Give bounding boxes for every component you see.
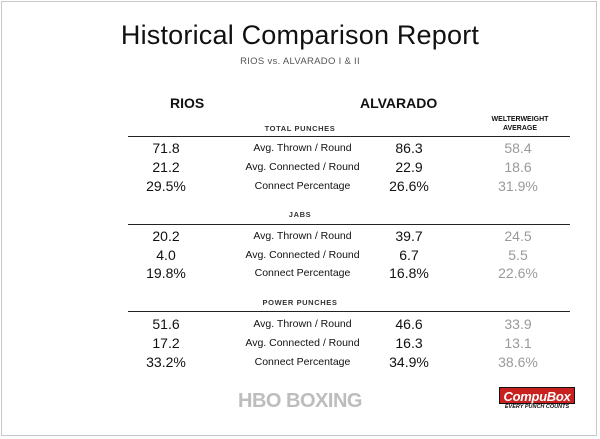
section-label-power-punches: POWER PUNCHES bbox=[262, 298, 338, 307]
compubox-logo: CompuBox EVERY PUNCH COUNTS bbox=[499, 387, 575, 411]
rios-value: 29.5% bbox=[146, 178, 186, 194]
alvarado-value: 16.3 bbox=[395, 335, 423, 351]
metric-label: Avg. Thrown / Round bbox=[253, 230, 352, 242]
table-row: 19.8% Connect Percentage 16.8% 22.6% bbox=[0, 265, 600, 285]
rios-value: 51.6 bbox=[152, 316, 180, 332]
compubox-wordmark: CompuBox bbox=[499, 387, 575, 404]
report-subtitle: RIOS vs. ALVARADO I & II bbox=[240, 56, 360, 67]
rios-value: 33.2% bbox=[146, 354, 186, 370]
metric-label: Avg. Connected / Round bbox=[245, 161, 360, 173]
rios-value: 17.2 bbox=[152, 335, 180, 351]
average-value: 31.9% bbox=[498, 178, 538, 194]
rios-value: 71.8 bbox=[152, 140, 180, 156]
average-value: 58.4 bbox=[504, 140, 532, 156]
compubox-tagline: EVERY PUNCH COUNTS bbox=[504, 404, 570, 410]
average-value: 5.5 bbox=[508, 247, 528, 263]
table-row: 4.0 Avg. Connected / Round 6.7 5.5 bbox=[0, 247, 600, 267]
alvarado-value: 39.7 bbox=[395, 228, 423, 244]
average-value: 38.6% bbox=[498, 354, 538, 370]
alvarado-value: 34.9% bbox=[389, 354, 429, 370]
alvarado-value: 6.7 bbox=[399, 247, 419, 263]
alvarado-value: 86.3 bbox=[395, 140, 423, 156]
table-row: 71.8 Avg. Thrown / Round 86.3 58.4 bbox=[0, 140, 600, 160]
metric-label: Avg. Thrown / Round bbox=[253, 318, 352, 330]
average-value: 18.6 bbox=[504, 159, 532, 175]
average-column-header: WELTERWEIGHT AVERAGE bbox=[480, 115, 560, 133]
rios-value: 4.0 bbox=[156, 247, 176, 263]
metric-label: Connect Percentage bbox=[254, 267, 351, 279]
table-row: 20.2 Avg. Thrown / Round 39.7 24.5 bbox=[0, 228, 600, 248]
section-divider bbox=[128, 224, 570, 225]
rios-value: 20.2 bbox=[152, 228, 180, 244]
metric-label: Connect Percentage bbox=[254, 356, 351, 368]
alvarado-value: 26.6% bbox=[389, 178, 429, 194]
alvarado-value: 16.8% bbox=[389, 265, 429, 281]
section-divider bbox=[128, 136, 570, 137]
average-value: 33.9 bbox=[504, 316, 532, 332]
fighter-right-name: ALVARADO bbox=[360, 95, 438, 111]
average-value: 22.6% bbox=[498, 265, 538, 281]
metric-label: Avg. Thrown / Round bbox=[253, 142, 352, 154]
hbo-boxing-logo: HBO BOXING bbox=[238, 390, 362, 412]
table-row: 17.2 Avg. Connected / Round 16.3 13.1 bbox=[0, 335, 600, 355]
table-row: 21.2 Avg. Connected / Round 22.9 18.6 bbox=[0, 159, 600, 179]
average-value: 24.5 bbox=[504, 228, 532, 244]
rios-value: 19.8% bbox=[146, 265, 186, 281]
section-label-total-punches: TOTAL PUNCHES bbox=[264, 124, 336, 133]
metric-label: Connect Percentage bbox=[254, 180, 351, 192]
table-row: 29.5% Connect Percentage 26.6% 31.9% bbox=[0, 178, 600, 198]
metric-label: Avg. Connected / Round bbox=[245, 337, 360, 349]
table-row: 51.6 Avg. Thrown / Round 46.6 33.9 bbox=[0, 316, 600, 336]
section-label-jabs: JABS bbox=[288, 210, 312, 219]
average-header-line1: WELTERWEIGHT bbox=[491, 116, 549, 123]
average-header-line2: AVERAGE bbox=[502, 125, 538, 132]
report-title: Historical Comparison Report bbox=[120, 20, 480, 50]
fighter-left-name: RIOS bbox=[170, 95, 205, 111]
alvarado-value: 46.6 bbox=[395, 316, 423, 332]
rios-value: 21.2 bbox=[152, 159, 180, 175]
table-row: 33.2% Connect Percentage 34.9% 38.6% bbox=[0, 354, 600, 374]
section-divider bbox=[128, 311, 570, 312]
alvarado-value: 22.9 bbox=[395, 159, 423, 175]
metric-label: Avg. Connected / Round bbox=[245, 249, 360, 261]
average-value: 13.1 bbox=[504, 335, 532, 351]
